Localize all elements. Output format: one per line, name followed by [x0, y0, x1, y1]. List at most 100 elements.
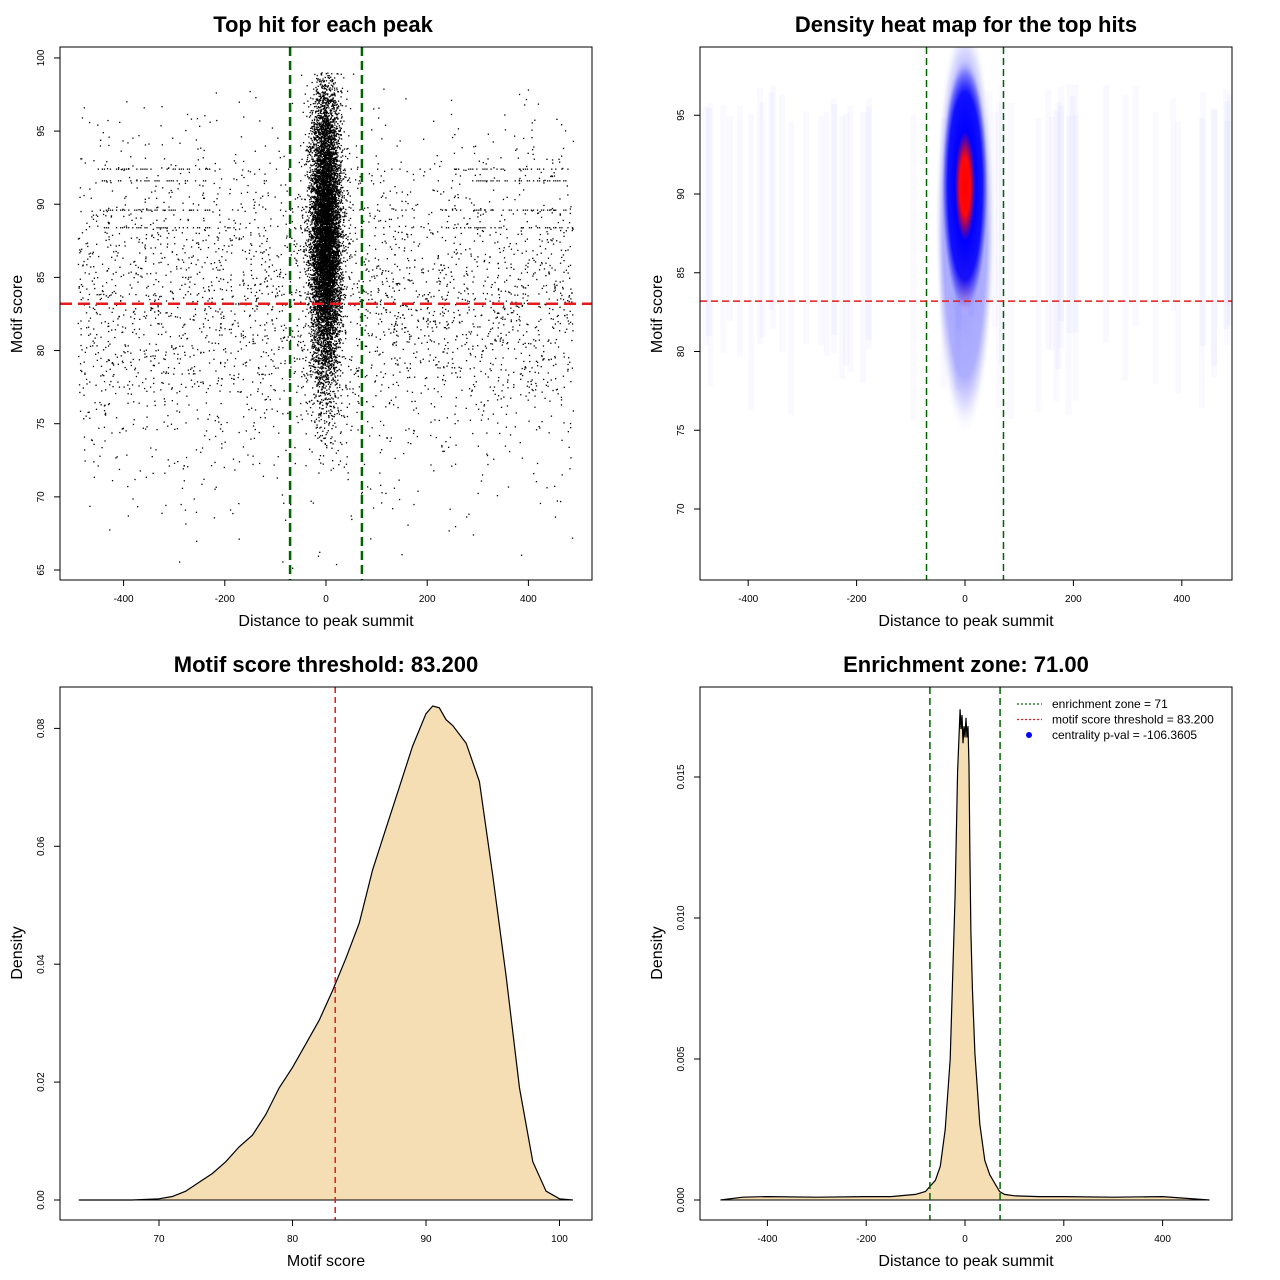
- scatter-point: [337, 256, 339, 258]
- scatter-point: [317, 294, 319, 296]
- scatter-point: [308, 228, 310, 230]
- scatter-point: [331, 104, 334, 106]
- scatter-point: [320, 115, 322, 117]
- scatter-point: [317, 383, 319, 385]
- scatter-point: [335, 204, 337, 206]
- scatter-point: [319, 392, 322, 394]
- scatter-point: [332, 119, 334, 121]
- scatter-point: [328, 146, 330, 149]
- scatter-point: [334, 77, 336, 79]
- scatter-point: [314, 207, 316, 209]
- scatter-point: [326, 192, 328, 194]
- scatter-point: [332, 291, 334, 293]
- scatter-point: [325, 140, 327, 142]
- scatter-point: [306, 215, 309, 217]
- scatter-point: [315, 192, 317, 194]
- scatter-point: [324, 363, 327, 365]
- scatter-point: [338, 286, 340, 288]
- scatter-point: [309, 307, 311, 309]
- scatter-point: [309, 276, 311, 278]
- scatter-point: [330, 332, 332, 335]
- scatter-point: [337, 296, 339, 298]
- scatter-point: [323, 96, 325, 98]
- scatter-point: [338, 214, 340, 216]
- scatter-point: [307, 187, 309, 189]
- scatter-point: [316, 224, 318, 226]
- scatter-point: [307, 304, 310, 306]
- scatter-point: [337, 123, 339, 125]
- scatter-point: [316, 197, 319, 200]
- scatter-point: [322, 430, 324, 432]
- scatter-point: [330, 316, 332, 318]
- scatter-point: [316, 355, 318, 357]
- scatter-point: [331, 300, 334, 302]
- scatter-point: [307, 267, 310, 270]
- scatter-point: [311, 301, 313, 303]
- scatter-point: [325, 309, 328, 311]
- scatter-point: [312, 175, 315, 177]
- scatter-point: [327, 239, 329, 241]
- scatter-point: [332, 368, 335, 370]
- scatter-point: [327, 350, 329, 352]
- scatter-point: [331, 138, 334, 140]
- scatter-point: [316, 74, 318, 77]
- scatter-point: [340, 273, 343, 275]
- scatter-point: [309, 167, 311, 169]
- scatter-point: [330, 155, 332, 157]
- scatter-point: [317, 215, 320, 217]
- scatter-point: [317, 348, 320, 350]
- scatter-point: [340, 278, 342, 280]
- scatter-point: [338, 209, 340, 211]
- scatter-point: [342, 280, 344, 282]
- scatter-point: [341, 289, 343, 291]
- scatter-point: [321, 330, 323, 333]
- scatter-point: [315, 265, 318, 267]
- scatter-point: [316, 288, 318, 291]
- scatter-point: [308, 233, 311, 235]
- scatter-point: [332, 202, 334, 204]
- scatter-point: [304, 271, 306, 273]
- scatter-point: [324, 376, 326, 378]
- scatter-point: [325, 73, 327, 75]
- scatter-point: [310, 177, 312, 179]
- scatter-point: [312, 347, 315, 349]
- scatter-point: [316, 349, 318, 351]
- scatter-point: [327, 271, 330, 273]
- scatter-point: [320, 201, 322, 204]
- scatter-point: [323, 362, 325, 365]
- scatter-point: [322, 98, 325, 100]
- scatter-point: [331, 359, 333, 362]
- scatter-point: [324, 287, 326, 289]
- scatter-point: [323, 379, 325, 382]
- scatter-point: [330, 168, 332, 170]
- scatter-point: [320, 418, 322, 421]
- scatter-point: [330, 326, 332, 329]
- scatter-point: [334, 89, 336, 91]
- scatter-point: [342, 325, 345, 328]
- scatter-point: [330, 281, 333, 284]
- scatter-point: [322, 371, 325, 373]
- scatter-point: [323, 318, 325, 320]
- scatter-point: [335, 191, 337, 193]
- scatter-point: [323, 173, 325, 175]
- scatter-point: [339, 296, 341, 298]
- chart-title: Top hit for each peak: [213, 12, 433, 37]
- scatter-point: [319, 315, 321, 317]
- scatter-point: [335, 260, 337, 262]
- scatter-point: [334, 319, 336, 321]
- scatter-point: [321, 382, 323, 385]
- scatter-point: [337, 240, 339, 242]
- scatter-point: [328, 298, 330, 301]
- scatter-point: [326, 140, 328, 143]
- scatter-point: [323, 135, 326, 138]
- scatter-point: [327, 322, 329, 324]
- scatter-point: [333, 369, 335, 371]
- scatter-point: [319, 317, 321, 319]
- scatter-point: [345, 208, 347, 211]
- scatter-point: [331, 347, 333, 349]
- scatter-point: [321, 176, 324, 178]
- scatter-point: [328, 309, 330, 311]
- scatter-point: [317, 110, 319, 112]
- scatter-point: [323, 169, 325, 172]
- scatter-point: [322, 174, 325, 176]
